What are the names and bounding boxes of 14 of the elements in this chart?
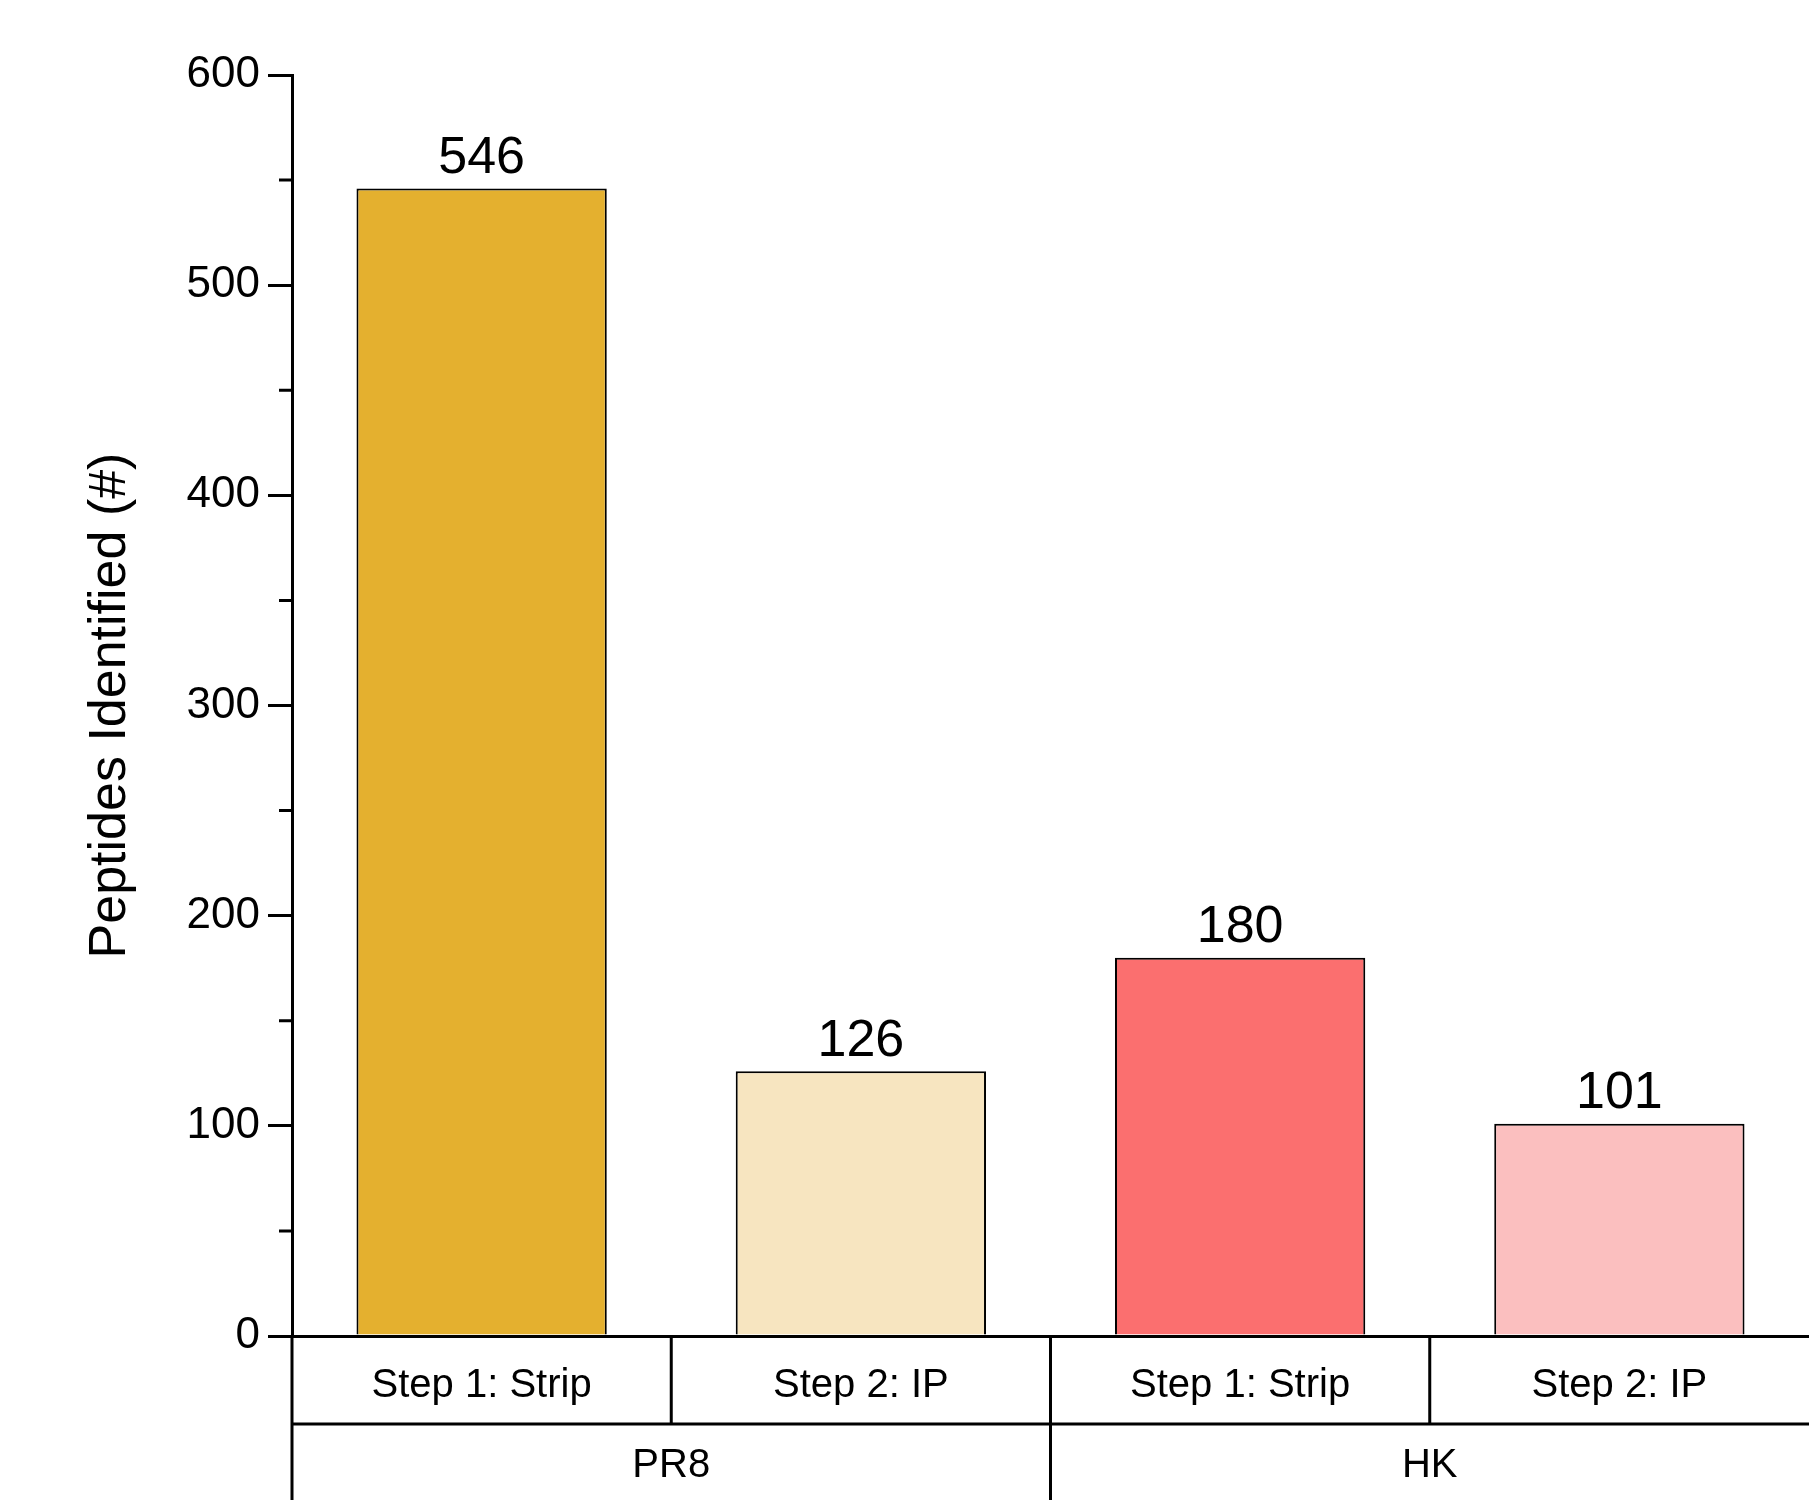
data-label: 101 bbox=[1575, 1061, 1663, 1120]
text: PR8 bbox=[632, 1441, 711, 1486]
text: HK bbox=[1401, 1441, 1458, 1486]
data-label: 546 bbox=[438, 125, 526, 184]
y-tick-label: 500 bbox=[186, 257, 260, 307]
y-tick-label: 300 bbox=[186, 677, 260, 727]
y-tick-label: 0 bbox=[235, 1308, 260, 1358]
y-tick-label: 100 bbox=[186, 1097, 260, 1147]
y-tick-label: 600 bbox=[186, 47, 260, 97]
y-tick-label: 400 bbox=[186, 467, 260, 517]
data-label: 180 bbox=[1196, 895, 1284, 954]
data-label: 126 bbox=[817, 1008, 905, 1067]
y-axis-title: Peptides Identified (#) bbox=[77, 452, 136, 959]
y-tick-label: 200 bbox=[186, 887, 260, 937]
